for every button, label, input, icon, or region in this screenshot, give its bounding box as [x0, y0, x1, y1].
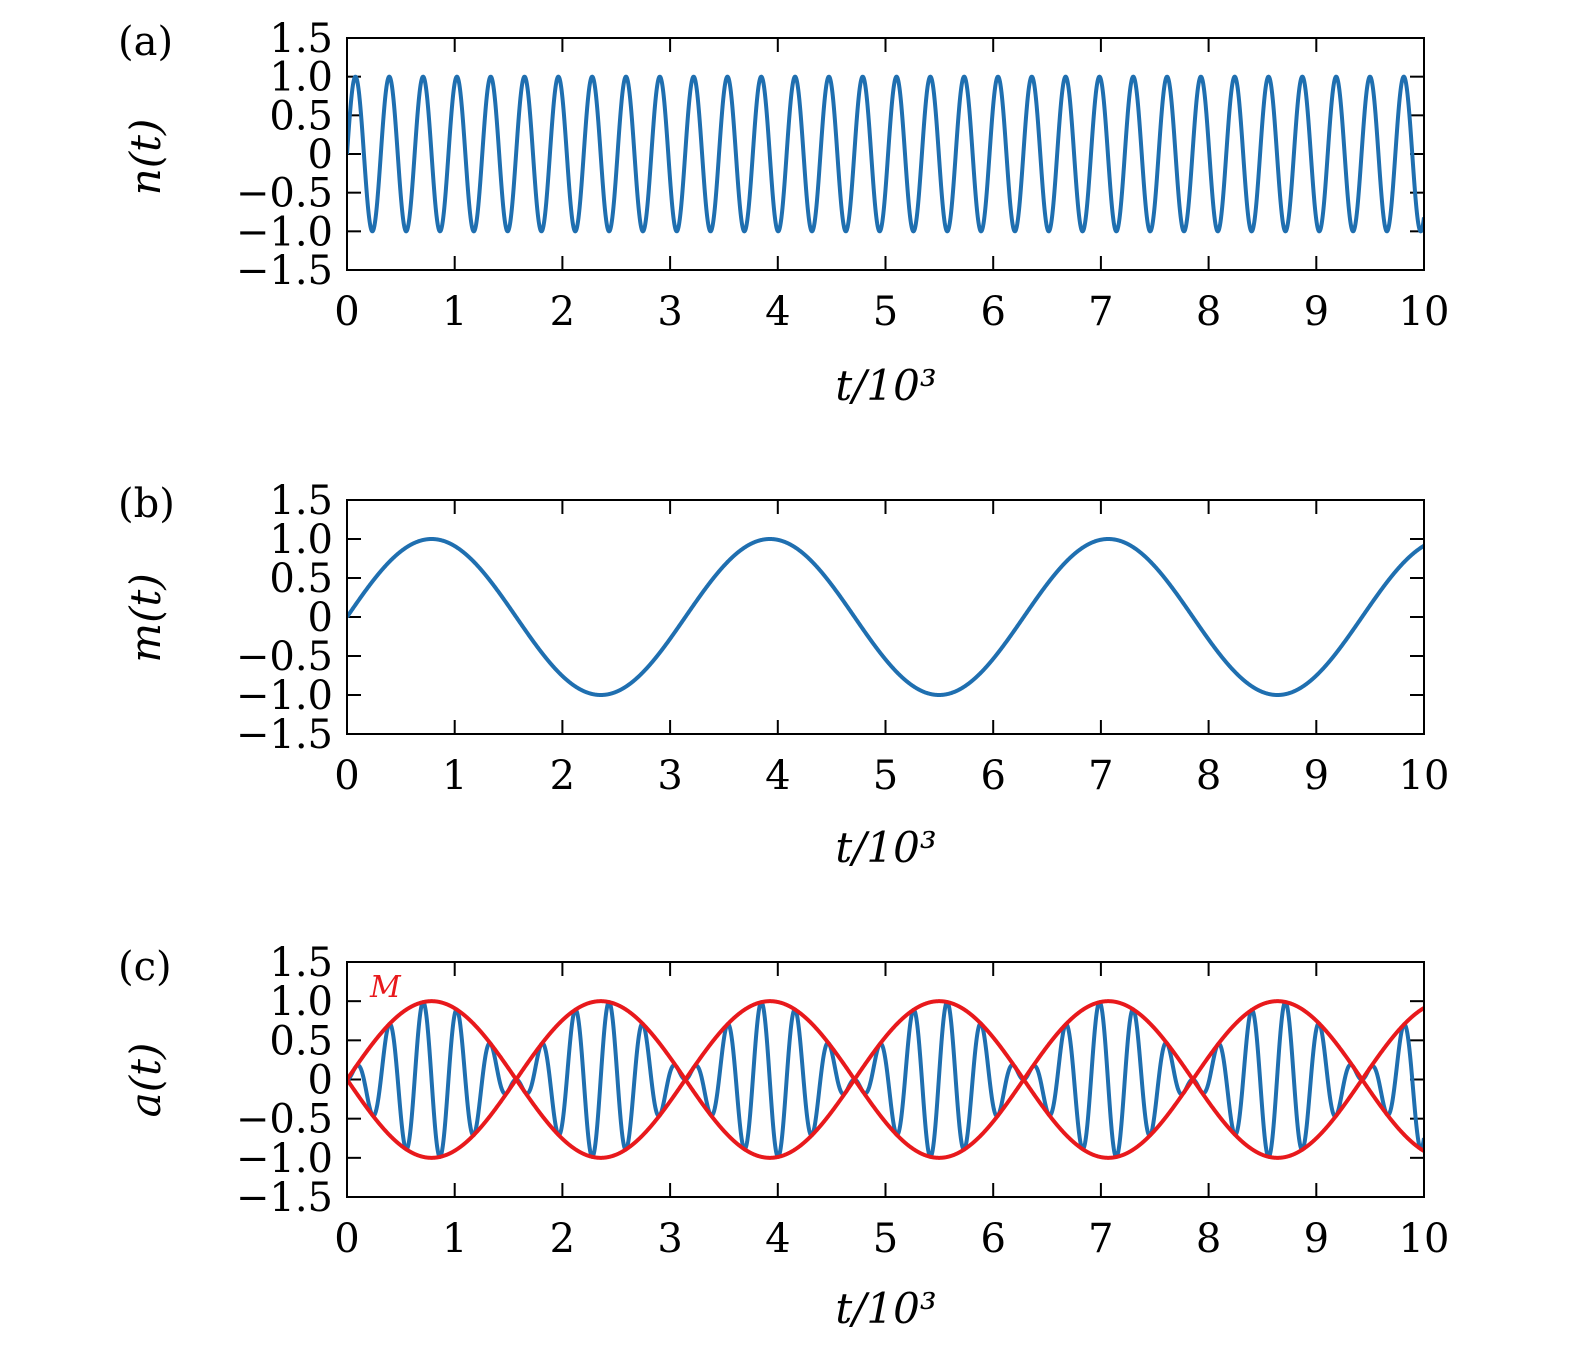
panel-c: (c) a(t) t/10³ M 0 1 2 3 4 5 6 7 8 9 101.51.00.50−… [118, 940, 1449, 1333]
x-tick-label: 0 [334, 753, 359, 799]
curves [347, 537, 1424, 697]
annotation-m: M [369, 970, 402, 1005]
panel-label: (c) [118, 944, 172, 990]
series-line [347, 537, 1424, 697]
y-axis-label: m(t) [121, 573, 170, 662]
plot-frame [346, 961, 1425, 1198]
ticks: 0 1 2 3 4 5 6 7 8 9 101.51.00.50−0.5−1.0−1.5 [236, 16, 1450, 335]
x-tick-label: 3 [657, 753, 682, 799]
x-tick-label: 0 [334, 289, 359, 335]
y-tick-label: −1.5 [236, 248, 333, 294]
x-tick-label: 1 [442, 753, 467, 799]
x-tick-label: 4 [765, 1216, 790, 1262]
plot-frame [346, 37, 1425, 271]
x-tick-label: 0 [334, 1216, 359, 1262]
y-tick-label: 0 [308, 1058, 333, 1104]
y-tick-label: 1.5 [269, 16, 333, 62]
x-axis-label: t/10³ [835, 1284, 936, 1333]
x-tick-label: 4 [765, 289, 790, 335]
x-tick-label: 2 [550, 1216, 575, 1262]
x-tick-label: 8 [1196, 753, 1221, 799]
x-tick-label: 1 [442, 289, 467, 335]
y-tick-label: 1.5 [269, 940, 333, 986]
y-tick-label: 0.5 [269, 1018, 333, 1064]
x-tick-label: 2 [550, 753, 575, 799]
y-tick-label: −1.0 [236, 209, 333, 255]
y-tick-label: 0.5 [269, 93, 333, 139]
y-tick-label: 1.0 [269, 55, 333, 101]
y-tick-label: 0 [308, 132, 333, 178]
x-tick-label: 9 [1304, 1216, 1329, 1262]
x-tick-label: 5 [873, 289, 898, 335]
y-axis-label: n(t) [121, 119, 170, 196]
series-line [347, 999, 1424, 1160]
x-tick-label: 6 [980, 1216, 1005, 1262]
y-tick-label: 1.0 [269, 517, 333, 563]
x-tick-label: 10 [1399, 1216, 1450, 1262]
panel-b: (b) m(t) t/10³ 0 1 2 3 4 5 6 7 8 9 101.51.00.50−0.… [118, 478, 1449, 872]
curves [347, 74, 1424, 234]
x-tick-label: 10 [1399, 289, 1450, 335]
x-axis-label: t/10³ [835, 823, 936, 872]
y-tick-label: −1.0 [236, 1136, 333, 1182]
y-tick-label: 0.5 [269, 556, 333, 602]
series-line [347, 999, 1424, 1160]
series-line [347, 74, 1424, 234]
plot-frame [346, 499, 1425, 735]
x-tick-label: 7 [1088, 753, 1113, 799]
y-tick-label: 0 [308, 595, 333, 641]
panel-a: (a) n(t) t/10³ 0 1 2 3 4 5 6 7 8 9 101.51.00.50−0.… [118, 16, 1449, 410]
series-line [347, 1000, 1424, 1159]
y-tick-label: −1.0 [236, 673, 333, 719]
ticks: 0 1 2 3 4 5 6 7 8 9 101.51.00.50−0.5−1.0−1.5 [236, 478, 1450, 799]
x-tick-label: 6 [980, 289, 1005, 335]
x-tick-label: 5 [873, 753, 898, 799]
y-tick-label: −0.5 [236, 634, 333, 680]
x-tick-label: 8 [1196, 289, 1221, 335]
curves [347, 999, 1424, 1160]
y-axis-label: a(t) [121, 1043, 170, 1118]
panel-label: (a) [118, 19, 173, 65]
y-tick-label: −1.5 [236, 712, 333, 758]
y-tick-label: −1.5 [236, 1175, 333, 1221]
x-tick-label: 4 [765, 753, 790, 799]
y-tick-label: −0.5 [236, 171, 333, 217]
x-tick-label: 3 [657, 1216, 682, 1262]
x-tick-label: 1 [442, 1216, 467, 1262]
x-tick-label: 6 [980, 753, 1005, 799]
y-tick-label: 1.0 [269, 979, 333, 1025]
x-tick-label: 5 [873, 1216, 898, 1262]
x-tick-label: 2 [550, 289, 575, 335]
x-tick-label: 7 [1088, 1216, 1113, 1262]
x-tick-label: 7 [1088, 289, 1113, 335]
x-tick-label: 3 [657, 289, 682, 335]
y-tick-label: −0.5 [236, 1097, 333, 1143]
x-axis-label: t/10³ [835, 361, 936, 410]
x-tick-label: 9 [1304, 753, 1329, 799]
panel-label: (b) [118, 481, 175, 527]
x-tick-label: 8 [1196, 1216, 1221, 1262]
y-tick-label: 1.5 [269, 478, 333, 524]
x-tick-label: 9 [1304, 289, 1329, 335]
x-tick-label: 10 [1399, 753, 1450, 799]
ticks: 0 1 2 3 4 5 6 7 8 9 101.51.00.50−0.5−1.0−1.5 [236, 940, 1450, 1262]
